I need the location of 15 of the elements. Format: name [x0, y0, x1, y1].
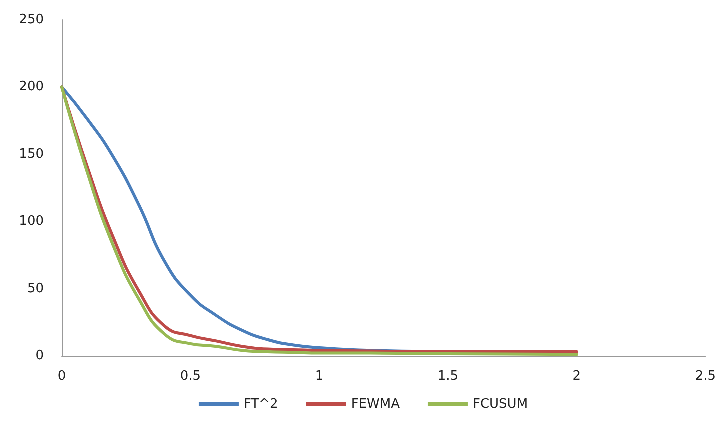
x-tick-label: 0	[58, 369, 66, 384]
legend-label: FT^2	[244, 397, 278, 412]
x-tick-label: 2	[572, 369, 582, 384]
x-tick-label: 0.5	[180, 369, 202, 384]
y-tick-label: 150	[19, 146, 44, 162]
x-tick-label: 1	[315, 369, 324, 384]
y-tick-label: 100	[19, 214, 44, 230]
legend-label: FCUSUM	[472, 397, 528, 412]
x-tick-label: 1.5	[438, 369, 459, 384]
y-tick-label: 250	[19, 12, 44, 28]
y-tick-label: 200	[19, 80, 44, 95]
x-tick-label: 2.5	[695, 369, 716, 384]
y-tick-label: 50	[27, 281, 44, 296]
y-tick-label: 0	[36, 348, 44, 364]
legend-label: FEWMA	[351, 397, 400, 412]
